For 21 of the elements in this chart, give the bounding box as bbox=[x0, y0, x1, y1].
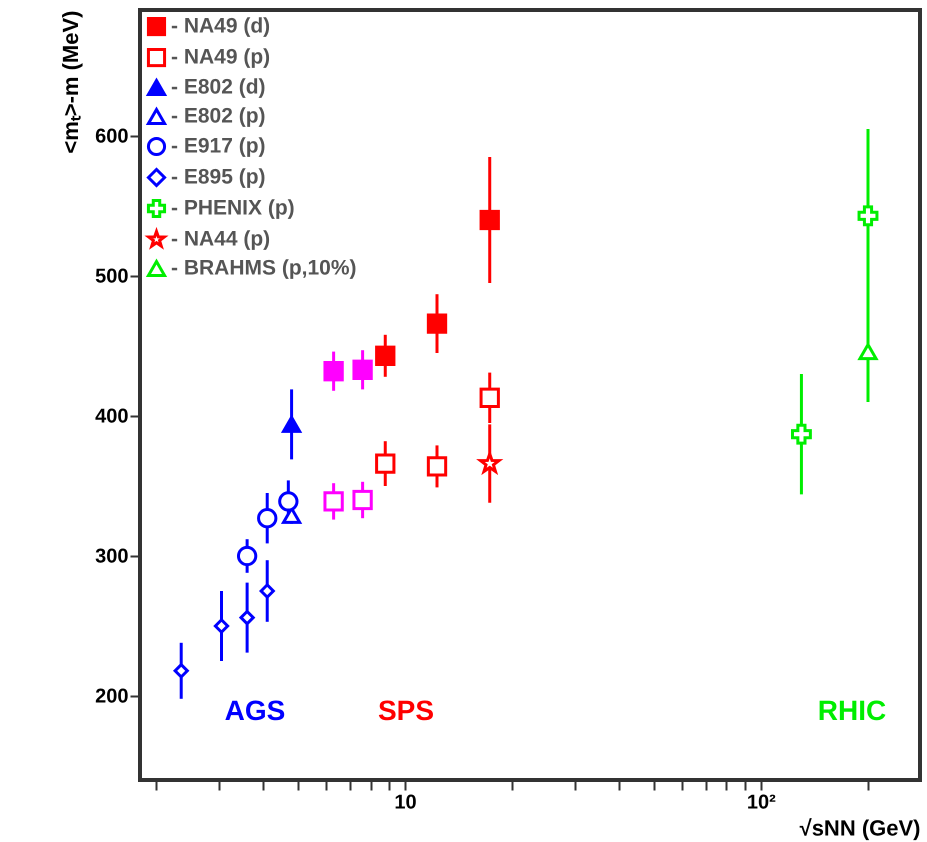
legend-label: - PHENIX (p) bbox=[171, 196, 295, 220]
legend-label: - NA49 (p) bbox=[171, 46, 270, 68]
legend-label: - BRAHMS (p,10%) bbox=[171, 256, 357, 280]
annotation: AGS bbox=[224, 695, 286, 726]
legend-label: - NA49 (d) bbox=[171, 14, 270, 38]
y-tick-label: 500 bbox=[95, 266, 128, 288]
y-tick-label: 300 bbox=[95, 546, 128, 568]
annotation: RHIC bbox=[818, 695, 886, 726]
y-tick-label: 600 bbox=[95, 126, 128, 148]
y-axis-title: <mₜ>-m (MeV) bbox=[58, 10, 84, 154]
legend-label: - E895 (p) bbox=[171, 166, 266, 188]
legend-label: - E917 (p) bbox=[171, 134, 266, 158]
x-tick-label: 10² bbox=[746, 792, 776, 814]
legend-label: - NA44 (p) bbox=[171, 228, 270, 250]
y-tick-label: 400 bbox=[95, 406, 128, 428]
y-tick-label: 200 bbox=[95, 686, 128, 708]
x-tick-label: 10 bbox=[394, 792, 417, 814]
x-axis-title: √sNN (GeV) bbox=[800, 816, 920, 840]
annotation: SPS bbox=[378, 695, 434, 726]
legend-label: - E802 (p) bbox=[171, 104, 266, 128]
legend-label: - E802 (d) bbox=[171, 76, 266, 98]
